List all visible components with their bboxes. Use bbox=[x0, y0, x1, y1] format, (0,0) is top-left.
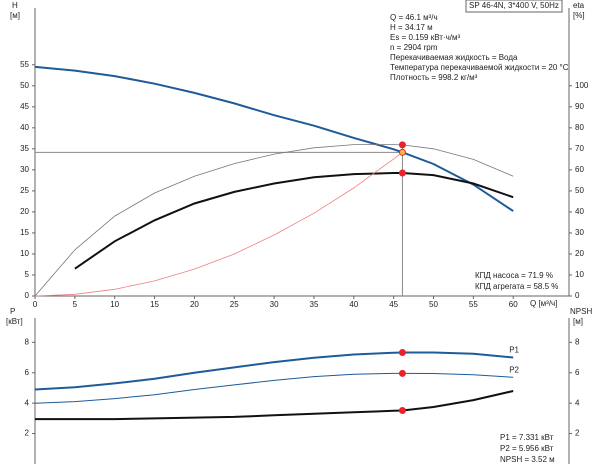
x-tick-label: 55 bbox=[469, 300, 478, 309]
x-tick-label: 0 bbox=[33, 300, 38, 309]
y2-tick-label: 90 bbox=[575, 102, 584, 111]
readout: P1 = 7.331 кВт bbox=[500, 433, 554, 442]
operating-point bbox=[398, 141, 406, 149]
y-tick-label: 30 bbox=[20, 165, 29, 174]
y2-tick-label: 60 bbox=[575, 165, 584, 174]
y-tick-label: 15 bbox=[20, 228, 29, 237]
y2-tick-label: 4 bbox=[575, 398, 580, 407]
curve bbox=[34, 351, 514, 391]
y2-axis-label: eta bbox=[573, 1, 585, 10]
y-axis-unit: [кВт] bbox=[6, 317, 23, 326]
y-axis-label: H bbox=[12, 1, 18, 10]
x-tick-label: 30 bbox=[270, 300, 279, 309]
title-box bbox=[465, 0, 563, 13]
y2-tick-label: 80 bbox=[575, 123, 584, 132]
info-line: Плотность = 998.2 кг/м³ bbox=[390, 73, 478, 82]
readout: P2 = 5.956 кВт bbox=[500, 444, 554, 453]
y2-axis-label: NPSH bbox=[570, 307, 592, 316]
y-tick-label: 35 bbox=[20, 144, 29, 153]
y2-tick-label: 50 bbox=[575, 186, 584, 195]
info-line: Es = 0.159 кВт·ч/м³ bbox=[390, 33, 460, 42]
y2-tick-label: 30 bbox=[575, 228, 584, 237]
operating-point bbox=[398, 169, 406, 177]
x-tick-label: 40 bbox=[349, 300, 358, 309]
x-axis-label: Q [м³/ч] bbox=[530, 299, 557, 308]
x-tick-label: 5 bbox=[73, 300, 78, 309]
note: КПД агрегата = 58.5 % bbox=[475, 282, 558, 291]
info-line: Температура перекачиваемой жидкости = 20… bbox=[390, 63, 569, 72]
y-tick-label: 40 bbox=[20, 123, 29, 132]
curve bbox=[34, 65, 514, 212]
y-axis-label: P bbox=[10, 307, 15, 316]
curve bbox=[34, 372, 514, 404]
x-tick-label: 10 bbox=[110, 300, 119, 309]
y2-tick-label: 6 bbox=[575, 368, 580, 377]
y-tick-label: 5 bbox=[25, 270, 30, 279]
readout: NPSH = 3.52 м bbox=[500, 455, 555, 464]
curve bbox=[34, 151, 403, 297]
operating-point bbox=[398, 349, 406, 357]
info-line: H = 34.17 м bbox=[390, 23, 433, 32]
y-tick-label: 6 bbox=[25, 368, 30, 377]
x-tick-label: 15 bbox=[150, 300, 159, 309]
y-tick-label: 8 bbox=[25, 337, 30, 346]
operating-point bbox=[398, 369, 406, 377]
info-line: Q = 46.1 м³/ч bbox=[390, 13, 438, 22]
y-tick-label: 10 bbox=[20, 249, 29, 258]
curve-label: P2 bbox=[509, 365, 519, 374]
y-tick-label: 25 bbox=[20, 186, 29, 195]
operating-point bbox=[398, 406, 406, 414]
x-tick-label: 50 bbox=[429, 300, 438, 309]
y2-tick-label: 2 bbox=[575, 429, 580, 438]
y2-tick-label: 0 bbox=[575, 291, 580, 300]
y-tick-label: 4 bbox=[25, 398, 30, 407]
y2-tick-label: 70 bbox=[575, 144, 584, 153]
y-tick-label: 55 bbox=[20, 60, 29, 69]
curve bbox=[74, 172, 514, 270]
curve bbox=[34, 144, 514, 297]
y2-tick-label: 40 bbox=[575, 207, 584, 216]
x-tick-label: 60 bbox=[509, 300, 518, 309]
x-tick-label: 25 bbox=[230, 300, 239, 309]
info-line: Перекачиваемая жидкость = Вода bbox=[390, 53, 518, 62]
y2-tick-label: 8 bbox=[575, 337, 580, 346]
y2-axis-unit: [м] bbox=[573, 317, 583, 326]
y-tick-label: 45 bbox=[20, 102, 29, 111]
y-tick-label: 20 bbox=[20, 207, 29, 216]
curve-label: P1 bbox=[509, 346, 519, 355]
y2-tick-label: 20 bbox=[575, 249, 584, 258]
y-tick-label: 50 bbox=[20, 81, 29, 90]
y2-axis-unit: [%] bbox=[573, 11, 585, 20]
x-tick-label: 45 bbox=[389, 300, 398, 309]
y-tick-label: 0 bbox=[25, 291, 30, 300]
y2-tick-label: 100 bbox=[575, 81, 589, 90]
note: КПД насоса = 71.9 % bbox=[475, 271, 553, 280]
chart-title: SP 46-4N, 3*400 V, 50Hz bbox=[469, 1, 559, 10]
y-axis-unit: [м] bbox=[10, 11, 20, 20]
y2-tick-label: 10 bbox=[575, 270, 584, 279]
x-tick-label: 20 bbox=[190, 300, 199, 309]
curve bbox=[35, 390, 514, 421]
info-line: n = 2904 rpm bbox=[390, 43, 438, 52]
x-tick-label: 35 bbox=[310, 300, 319, 309]
y-tick-label: 2 bbox=[25, 429, 30, 438]
